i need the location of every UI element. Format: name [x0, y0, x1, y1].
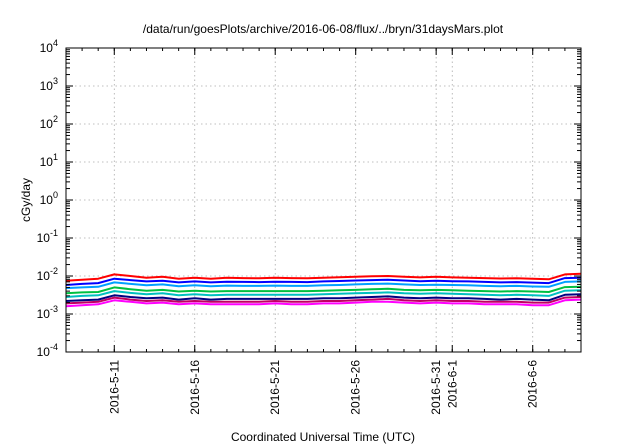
- y-tick-label: 104: [40, 38, 58, 55]
- y-tick-label: 101: [40, 152, 58, 169]
- y-tick-label: 102: [40, 114, 58, 131]
- series-lines: [65, 272, 582, 308]
- chart-title: /data/run/goesPlots/archive/2016-06-08/f…: [143, 22, 504, 36]
- series-line: [65, 272, 582, 282]
- x-tick-label: 2016-6-6: [526, 360, 540, 408]
- x-tick-label: 2016-5-16: [188, 360, 202, 415]
- y-tick-label: 10-1: [37, 228, 58, 245]
- series-line: [65, 296, 582, 305]
- x-axis: 2016-5-11 2016-5-16 2016-5-21 2016-5-26 2016…: [65, 48, 582, 415]
- x-axis-label: Coordinated Universal Time (UTC): [231, 430, 415, 444]
- y-tick-label: 103: [40, 76, 58, 93]
- x-tick-label: 2016-6-1: [445, 360, 459, 408]
- grid: [66, 48, 581, 352]
- series-line: [65, 298, 582, 308]
- series-line: [65, 280, 582, 290]
- series-line: [65, 285, 582, 295]
- x-tick-label: 2016-5-26: [349, 360, 363, 415]
- series-line: [65, 293, 582, 302]
- y-tick-label: 100: [40, 190, 58, 207]
- y-tick-label: 10-3: [37, 304, 58, 321]
- series-line: [65, 276, 582, 286]
- x-tick-label: 2016-5-11: [107, 360, 121, 414]
- x-tick-label: 2016-5-21: [268, 360, 282, 415]
- y-axis-label: cGy/day: [19, 178, 33, 222]
- x-tick-label: 2016-5-31: [429, 360, 443, 415]
- y-tick-label: 10-4: [37, 342, 58, 359]
- y-tick-label: 10-2: [37, 266, 58, 283]
- y-axis: 10-4 10-3 10-2 10-1 100 101 102 103 104: [37, 38, 581, 359]
- series-line: [65, 289, 582, 298]
